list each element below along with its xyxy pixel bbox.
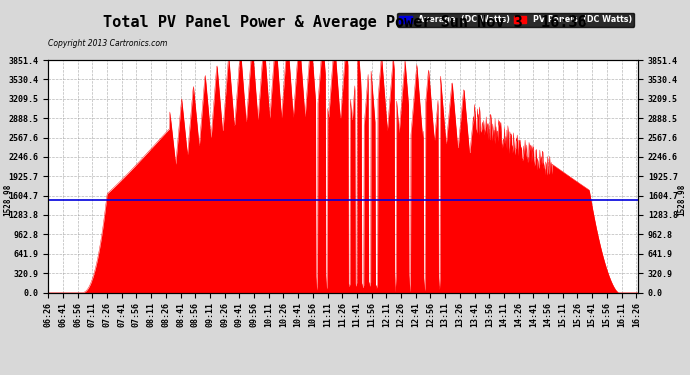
Text: Copyright 2013 Cartronics.com: Copyright 2013 Cartronics.com xyxy=(48,39,168,48)
Text: 1528.98: 1528.98 xyxy=(678,184,687,216)
Text: 1528.98: 1528.98 xyxy=(3,184,12,216)
Text: Total PV Panel Power & Average Power Sun Nov 3  16:36: Total PV Panel Power & Average Power Sun… xyxy=(104,15,586,30)
Legend: Average  (DC Watts), PV Panels  (DC Watts): Average (DC Watts), PV Panels (DC Watts) xyxy=(397,13,634,27)
